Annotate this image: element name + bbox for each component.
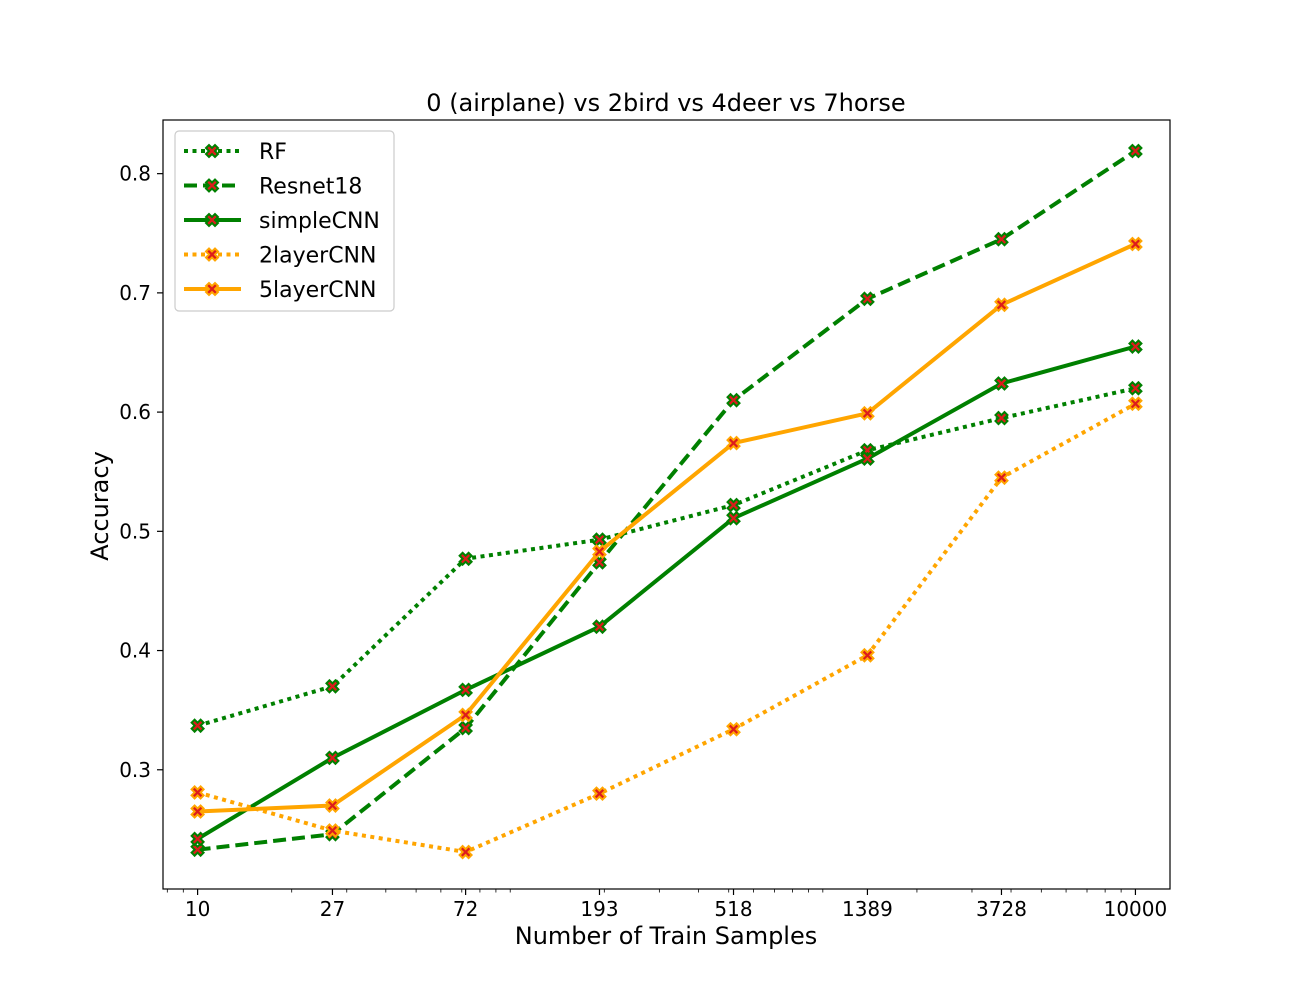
series-line-2layerCNN (197, 402, 1137, 854)
data-point (726, 392, 741, 408)
data-point (458, 707, 474, 723)
data-point (325, 823, 340, 838)
data-point (994, 410, 1009, 426)
data-point (1128, 143, 1143, 159)
y-tick-label: 0.6 (119, 400, 151, 424)
legend-label: 5layerCNN (259, 278, 376, 303)
data-point (860, 451, 875, 467)
legend-label: Resnet18 (259, 175, 362, 200)
data-point (726, 435, 741, 451)
data-point (592, 532, 607, 548)
data-point (458, 720, 474, 736)
data-point (994, 376, 1009, 391)
x-tick-label: 193 (580, 897, 618, 921)
data-point (726, 510, 741, 526)
data-point (1128, 396, 1143, 412)
series-line-simpleCNN (196, 344, 1136, 841)
data-point (190, 785, 206, 800)
data-point (1128, 380, 1143, 396)
series-simpleCNN (190, 339, 1143, 847)
data-point (458, 844, 474, 860)
legend-marker (204, 143, 220, 159)
data-point (190, 804, 206, 819)
series-2layerCNN (190, 396, 1143, 860)
data-point (592, 619, 607, 635)
legend-label: simpleCNN (259, 209, 380, 234)
data-point (190, 842, 206, 858)
legend-label: RF (259, 140, 287, 165)
data-point (994, 470, 1009, 486)
series-Resnet18 (190, 143, 1143, 858)
y-tick-label: 0.5 (119, 519, 151, 543)
legend-marker (204, 247, 220, 262)
x-tick-label: 518 (714, 897, 752, 921)
legend-label: 2layerCNN (259, 244, 376, 269)
chart-title: 0 (airplane) vs 2bird vs 4deer vs 7horse (426, 89, 905, 117)
x-tick-label: 3728 (976, 897, 1027, 921)
data-point (190, 831, 206, 847)
y-tick-label: 0.4 (119, 639, 151, 663)
data-point (190, 718, 206, 734)
data-point (592, 554, 607, 570)
x-tick-label: 10000 (1104, 897, 1168, 921)
x-tick-label: 1389 (842, 897, 893, 921)
data-point (1128, 339, 1143, 354)
legend-item: 2layerCNN (184, 244, 376, 269)
legend-marker (204, 212, 220, 228)
legend-item: simpleCNN (184, 209, 380, 234)
legend: RF Resnet18 simpleCNN 2layerCNN 5layerCNN (174, 130, 395, 312)
series-5layerCNN (190, 236, 1143, 819)
series-RF (190, 380, 1143, 734)
x-tick-label: 10 (185, 897, 210, 921)
x-axis-label: Number of Train Samples (515, 922, 818, 950)
data-point (994, 231, 1009, 247)
data-point (592, 544, 607, 560)
legend-item: RF (184, 140, 287, 165)
data-point (458, 682, 474, 698)
plot-frame (162, 119, 1171, 890)
data-point (994, 297, 1009, 313)
data-point (726, 497, 741, 513)
legend-item: 5layerCNN (184, 278, 376, 303)
data-point (458, 551, 474, 567)
x-tick-label: 27 (320, 897, 345, 921)
legend-marker (204, 281, 220, 297)
plot-area: 0.3 0.4 0.5 0.6 0.7 0.8 10 27 72 193 518 1389 3728 10… (119, 119, 1171, 921)
data-point (325, 750, 340, 766)
data-point (860, 647, 875, 663)
y-tick-label: 0.3 (119, 758, 151, 782)
y-tick-label: 0.7 (119, 281, 151, 305)
legend-marker (204, 178, 220, 193)
series-line-RF (197, 386, 1136, 728)
legend-box (174, 130, 395, 312)
x-tick-label: 72 (453, 897, 478, 921)
data-point (860, 405, 875, 421)
series-line-5layerCNN (197, 242, 1137, 814)
data-point (325, 678, 340, 694)
series-line-Resnet18 (197, 149, 1137, 852)
data-point (325, 798, 340, 813)
legend-item: Resnet18 (184, 175, 362, 200)
data-point (860, 291, 875, 307)
data-point (1128, 236, 1143, 252)
y-axis-label: Accuracy (86, 451, 114, 561)
y-tick-label: 0.8 (119, 162, 151, 186)
data-point (726, 721, 741, 737)
data-point (592, 786, 607, 802)
